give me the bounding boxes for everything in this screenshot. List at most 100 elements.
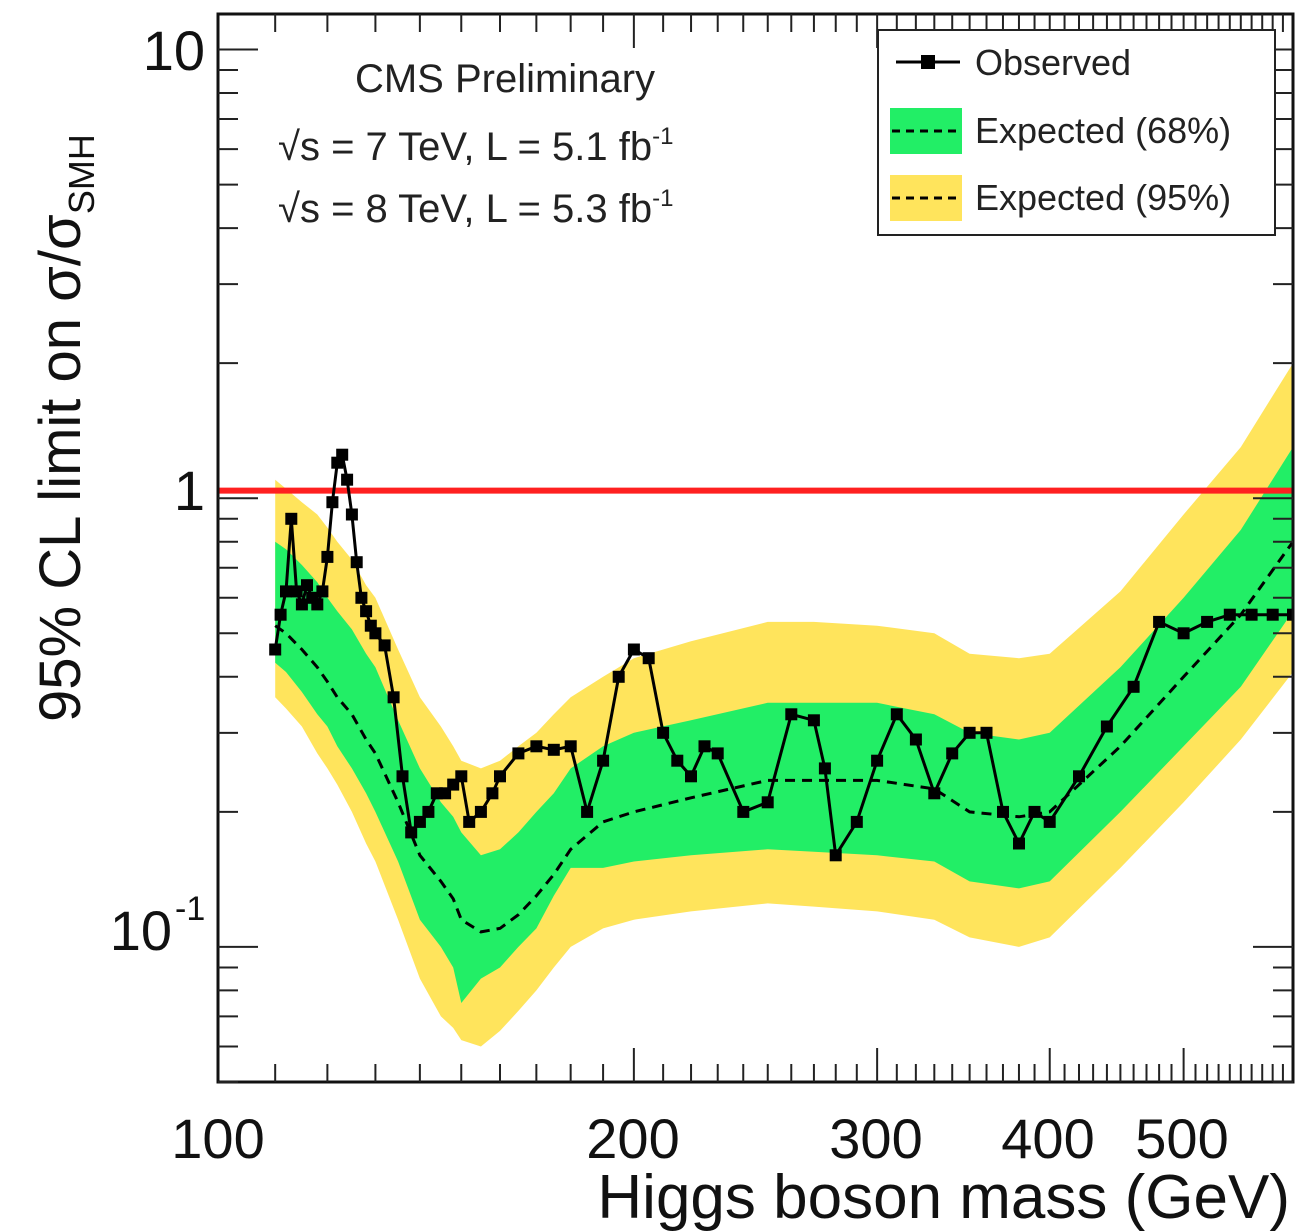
- legend-observed-label: Observed: [975, 42, 1131, 83]
- legend: Observed Expected (68%) Expected (95%): [877, 29, 1276, 236]
- plot-border: [216, 12, 1295, 1084]
- observed-point: [761, 796, 774, 809]
- observed-point: [326, 496, 339, 509]
- observed-point: [494, 770, 506, 783]
- y-tick-label: 1: [174, 459, 205, 522]
- observed-point: [785, 708, 798, 721]
- observed-point: [627, 643, 640, 656]
- y-axis-title-main: 95% CL limit on σ/σ: [28, 214, 93, 722]
- observed-point: [1266, 608, 1279, 621]
- observed-point: [336, 448, 349, 461]
- observed-point: [564, 740, 577, 753]
- plot-frame: [216, 12, 1295, 1084]
- observed-point: [486, 787, 499, 800]
- observed-point: [890, 708, 903, 721]
- observed-point: [685, 770, 697, 783]
- observed-point: [290, 585, 303, 598]
- legend-band68-label: Expected (68%): [975, 110, 1231, 151]
- observed-point: [871, 754, 884, 767]
- observed-point: [1073, 770, 1085, 783]
- y-axis-title: 95% CL limit on σ/σSMH: [28, 134, 102, 722]
- observed-point: [980, 726, 993, 739]
- x-tick-label: 100: [171, 1107, 264, 1170]
- observed-point: [737, 805, 750, 818]
- observed-point: [474, 805, 487, 818]
- observed-point: [612, 670, 625, 683]
- observed-point: [581, 805, 594, 818]
- dataset-7tev-label: √s = 7 TeV, L = 5.1 fb-1: [278, 123, 673, 169]
- axis-ticks: [218, 14, 1293, 1083]
- observed-point: [396, 770, 409, 783]
- observed-point: [818, 762, 831, 775]
- observed-point: [369, 627, 382, 640]
- experiment-label: CMS Preliminary: [355, 57, 655, 101]
- expected-bands: [275, 363, 1293, 1047]
- observed-point: [274, 608, 287, 621]
- y-tick-label: 10: [110, 899, 172, 962]
- observed-point: [1223, 608, 1236, 621]
- dataset-7tev-main: √s = 7 TeV, L = 5.1 fb: [278, 125, 652, 169]
- observed-point: [671, 754, 684, 767]
- y-tick-labels: 10 1 10 -1: [110, 19, 206, 962]
- observed-point: [405, 826, 418, 839]
- observed-series: [269, 448, 1293, 862]
- observed-point: [345, 508, 358, 521]
- dataset-8tev-exponent: -1: [652, 185, 673, 212]
- observed-point: [280, 585, 292, 598]
- observed-point: [311, 598, 324, 611]
- observed-point: [422, 805, 435, 818]
- observed-point: [1177, 627, 1190, 640]
- observed-point: [378, 639, 391, 652]
- observed-point: [316, 585, 329, 598]
- observed-point: [807, 714, 820, 727]
- observed-point: [997, 805, 1009, 818]
- x-axis-title: Higgs boson mass (GeV): [597, 1163, 1290, 1231]
- observed-point: [360, 605, 373, 618]
- observed-point: [597, 754, 610, 767]
- observed-point: [341, 473, 354, 486]
- observed-point: [946, 747, 959, 760]
- dataset-7tev-exponent: -1: [652, 123, 673, 150]
- x-tick-label: 500: [1135, 1107, 1228, 1170]
- observed-point: [350, 556, 363, 569]
- observed-point: [1043, 815, 1056, 828]
- observed-point: [413, 815, 426, 828]
- observed-point: [285, 512, 298, 525]
- expected-line-group: [274, 540, 1293, 934]
- observed-point: [355, 591, 368, 604]
- observed-point: [829, 849, 842, 862]
- observed-point: [711, 747, 724, 760]
- observed-point: [1028, 805, 1041, 818]
- observed-point: [269, 643, 282, 656]
- y-axis-title-group: 95% CL limit on σ/σSMH: [28, 134, 102, 722]
- observed-point: [301, 579, 313, 592]
- observed-point: [1287, 608, 1293, 621]
- observed-point: [1245, 608, 1258, 621]
- x-tick-labels: 100 200 300 400 500: [171, 1107, 1228, 1170]
- band-68: [275, 447, 1293, 1004]
- observed-point: [928, 787, 941, 800]
- y-tick-label-exponent: -1: [175, 890, 205, 928]
- observed-point: [1201, 615, 1214, 628]
- observed-point: [321, 550, 334, 563]
- observed-point: [463, 815, 476, 828]
- observed-point: [642, 652, 655, 665]
- observed-point: [657, 726, 670, 739]
- observed-point: [455, 770, 468, 783]
- observed-point: [698, 740, 711, 753]
- observed-point: [1127, 680, 1140, 693]
- legend-band95-label: Expected (95%): [975, 177, 1231, 218]
- x-tick-label: 300: [829, 1107, 922, 1170]
- observed-point: [295, 598, 308, 611]
- observed-point: [1013, 837, 1025, 850]
- observed-point: [1153, 615, 1166, 628]
- x-tick-label: 400: [1001, 1107, 1094, 1170]
- observed-point: [909, 733, 922, 746]
- observed-point: [387, 691, 400, 704]
- dataset-8tev-label: √s = 8 TeV, L = 5.3 fb-1: [278, 185, 673, 231]
- observed-point: [850, 815, 863, 828]
- observed-point: [1100, 720, 1113, 733]
- observed-point: [963, 726, 976, 739]
- x-tick-label: 200: [586, 1107, 679, 1170]
